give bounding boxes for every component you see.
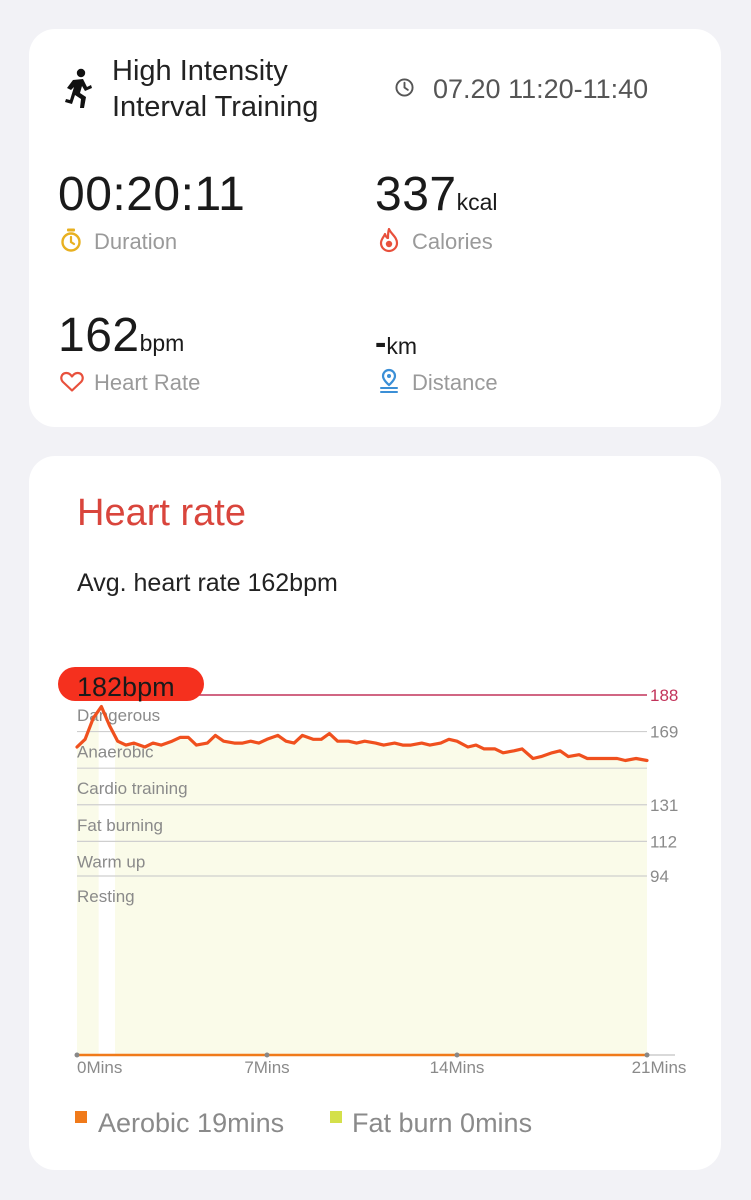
distance-value-group: -km xyxy=(375,324,417,363)
heart-rate-chart: Dangerous Anaerobic Cardio training Fat bur… xyxy=(58,667,687,1077)
zone-label-2: Cardio training xyxy=(77,779,188,798)
heart-rate-title: Heart rate xyxy=(77,492,246,534)
chart-grid-layer xyxy=(77,694,647,877)
x-tick-label-2: 14Mins xyxy=(430,1058,485,1077)
peak-badge-bg xyxy=(58,667,204,701)
zone-label-1: Anaerobic xyxy=(77,743,154,762)
x-tick-dot-2 xyxy=(454,1052,460,1058)
x-tick-dot-3 xyxy=(644,1052,650,1058)
calories-label: Calories xyxy=(412,229,493,254)
x-axis: 0Mins 7Mins 14Mins 21Mins xyxy=(74,1052,687,1077)
chart-fill-layer xyxy=(77,701,647,1055)
workout-summary-card: High Intensity Interval Training 07.20 1… xyxy=(29,29,721,427)
calories-value: 337 xyxy=(375,168,457,221)
x-tick-label-3: 21Mins xyxy=(632,1058,687,1077)
pause-gap-band xyxy=(98,701,115,1055)
legend-label-aerobic: Aerobic 19mins xyxy=(98,1108,285,1138)
y-tick-label-4: 94 xyxy=(650,867,669,886)
y-tick-label-0: 188 xyxy=(650,686,678,705)
zone-label-4: Warm up xyxy=(77,852,145,871)
y-tick-label-1: 169 xyxy=(650,723,678,742)
y-tick-label-2: 131 xyxy=(650,796,678,815)
peak-badge: 182bpm xyxy=(58,667,204,702)
workout-title-line1: High Intensity xyxy=(112,55,288,87)
heart-rate-line xyxy=(75,705,649,763)
calories-value-group: 337kcal xyxy=(375,167,498,222)
heart-rate-value-group: 162bpm xyxy=(58,308,184,363)
x-tick-dot-1 xyxy=(264,1052,270,1058)
workout-time: 07.20 11:20-11:40 xyxy=(433,74,649,104)
flame-icon xyxy=(379,228,399,253)
peak-badge-label: 182bpm xyxy=(77,672,175,702)
duration-label: Duration xyxy=(94,229,178,254)
heart-rate-area xyxy=(77,706,647,1055)
y-tick-labels: 188 169 131 112 94 xyxy=(650,686,678,886)
legend-label-fat-burn: Fat burn 0mins xyxy=(352,1108,533,1138)
avg-heart-rate-text: Avg. heart rate 162bpm xyxy=(77,569,338,597)
legend-swatch-aerobic xyxy=(75,1111,87,1123)
x-tick-label-0: 0Mins xyxy=(77,1058,122,1077)
heart-rate-unit: bpm xyxy=(139,330,185,356)
zone-label-3: Fat burning xyxy=(77,816,163,835)
workout-title: High Intensity Interval Training xyxy=(112,53,318,125)
heart-rate-card: Heart rate Avg. heart rate 162bpm Danger… xyxy=(29,456,721,1170)
heart-rate-value: 162 xyxy=(58,309,140,362)
heart-icon xyxy=(60,371,84,392)
heart-rate-label: Heart Rate xyxy=(94,370,201,395)
zone-label-5: Resting xyxy=(77,887,135,906)
heart-rate-line-layer xyxy=(75,705,649,763)
distance-unit: km xyxy=(386,333,417,359)
clock-icon xyxy=(395,78,414,97)
workout-title-line2: Interval Training xyxy=(112,91,319,123)
x-tick-label-1: 7Mins xyxy=(244,1058,289,1077)
distance-label: Distance xyxy=(412,370,498,395)
y-tick-label-3: 112 xyxy=(650,832,677,851)
zone-label-0: Dangerous xyxy=(77,706,160,725)
duration-value: 00:20:11 xyxy=(58,168,246,221)
zone-labels: Dangerous Anaerobic Cardio training Fat bur… xyxy=(77,706,188,906)
running-person-icon xyxy=(65,68,92,108)
location-pin-icon xyxy=(380,368,398,393)
x-tick-dot-0 xyxy=(74,1052,80,1058)
calories-unit: kcal xyxy=(456,189,498,215)
legend-swatch-fat-burn xyxy=(330,1111,342,1123)
distance-value: - xyxy=(375,324,387,362)
stopwatch-icon xyxy=(61,228,81,252)
